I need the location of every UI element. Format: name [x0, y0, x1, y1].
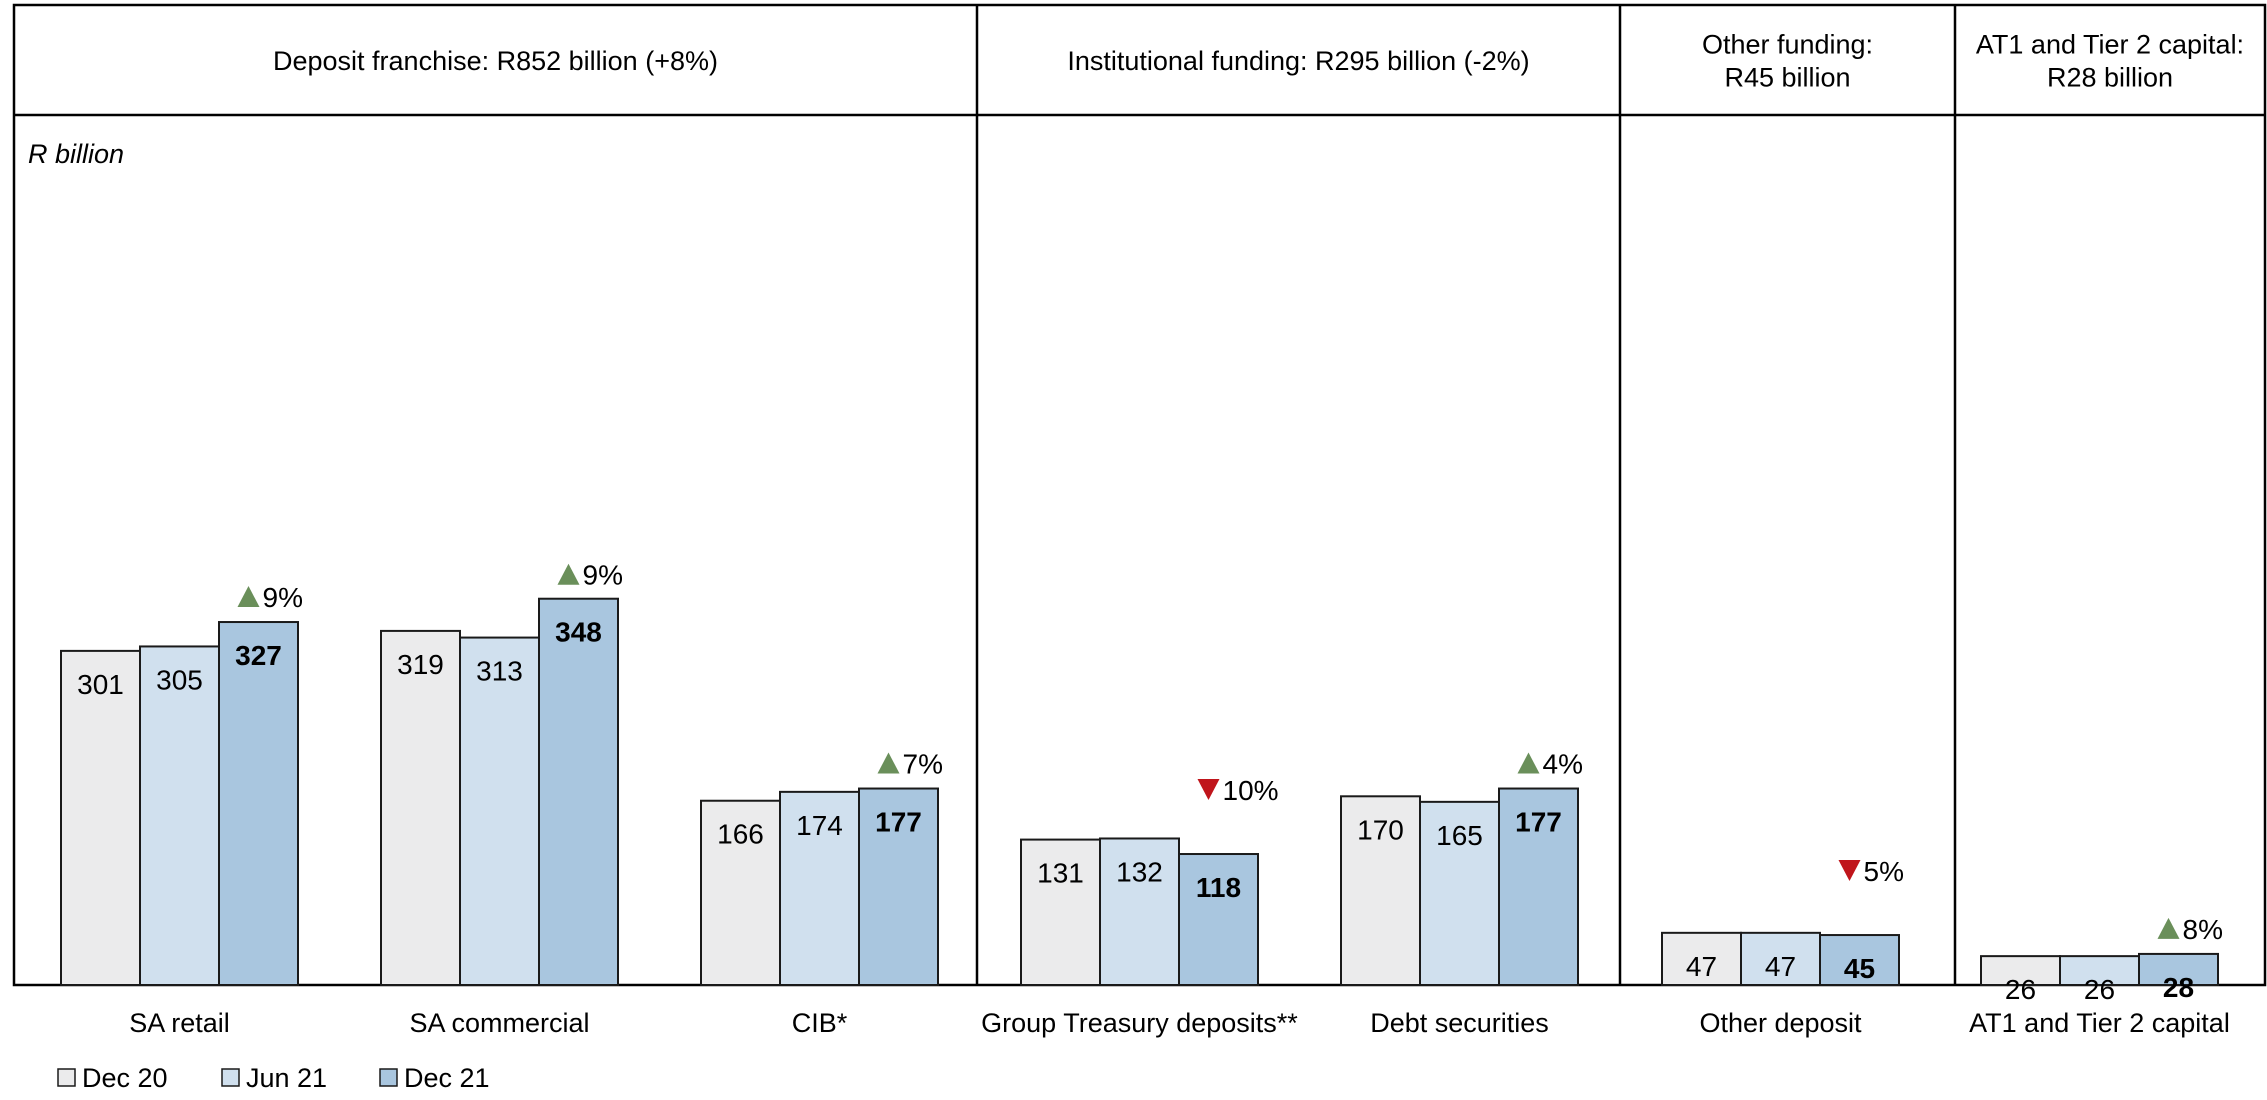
- bar: [218, 621, 299, 987]
- data-label: 47: [1765, 951, 1796, 982]
- change-label: 7%: [903, 749, 943, 780]
- legend-label: Dec 20: [82, 1063, 168, 1093]
- change-label: 9%: [583, 560, 623, 591]
- section-title: R45 billion: [1724, 63, 1850, 93]
- data-label: 177: [1515, 807, 1562, 838]
- bar: [1178, 853, 1259, 987]
- data-label: 118: [1196, 872, 1241, 903]
- unit-label: R billion: [28, 139, 124, 169]
- change-label: 9%: [263, 582, 303, 613]
- bar: [459, 636, 540, 986]
- data-label: 26: [2005, 974, 2036, 1005]
- down-arrow-icon: [1197, 779, 1220, 801]
- bar: [2059, 955, 2140, 987]
- bar: [1419, 800, 1500, 986]
- data-label: 26: [2084, 974, 2115, 1005]
- legend-swatch: [57, 1068, 76, 1087]
- section-title: Institutional funding: R295 billion (-2%…: [1067, 46, 1529, 76]
- legend-swatch: [379, 1068, 398, 1087]
- data-label: 348: [555, 617, 602, 648]
- legend-label: Dec 21: [404, 1063, 490, 1093]
- bar: [1980, 955, 2061, 987]
- data-label: 313: [476, 656, 523, 687]
- data-label: 319: [397, 649, 444, 680]
- category-label: SA commercial: [409, 1008, 589, 1038]
- legend-swatch: [221, 1068, 240, 1087]
- up-arrow-icon: [2157, 917, 2180, 939]
- up-arrow-icon: [237, 586, 260, 608]
- bar: [700, 799, 781, 986]
- data-label: 305: [156, 664, 203, 695]
- data-label: 132: [1116, 856, 1163, 887]
- data-label: 170: [1357, 814, 1404, 845]
- category-label: CIB*: [792, 1008, 848, 1038]
- data-label: 166: [717, 819, 764, 850]
- data-label: 174: [796, 810, 843, 841]
- data-label: 131: [1037, 858, 1084, 889]
- category-label: Group Treasury deposits**: [981, 1008, 1298, 1038]
- change-label: 5%: [1864, 856, 1904, 887]
- bar: [538, 597, 619, 986]
- data-label: 28: [2163, 972, 2194, 1003]
- change-label: 4%: [1543, 749, 1583, 780]
- bar: [858, 787, 939, 987]
- section-title: Other funding:: [1702, 30, 1873, 60]
- bar: [1099, 837, 1180, 986]
- up-arrow-icon: [557, 563, 580, 585]
- change-label: 8%: [2183, 914, 2223, 945]
- section-title: Deposit franchise: R852 billion (+8%): [273, 46, 718, 76]
- bar: [1819, 934, 1900, 986]
- section-title: R28 billion: [2047, 63, 2173, 93]
- category-label: SA retail: [129, 1008, 230, 1038]
- bar: [779, 790, 860, 986]
- data-label: 301: [77, 669, 124, 700]
- category-label: Other deposit: [1699, 1008, 1862, 1038]
- data-label: 45: [1844, 953, 1875, 984]
- up-arrow-icon: [1517, 752, 1540, 774]
- category-label: AT1 and Tier 2 capital: [1969, 1008, 2230, 1038]
- legend-label: Jun 21: [246, 1063, 327, 1093]
- section-title: AT1 and Tier 2 capital:: [1976, 30, 2244, 60]
- data-label: 177: [875, 807, 922, 838]
- bar: [1498, 787, 1579, 987]
- data-label: 47: [1686, 951, 1717, 982]
- category-label: Debt securities: [1370, 1008, 1549, 1038]
- up-arrow-icon: [877, 752, 900, 774]
- change-label: 10%: [1223, 775, 1279, 806]
- data-label: 165: [1436, 820, 1483, 851]
- bar: [60, 649, 141, 986]
- bar: [380, 629, 461, 986]
- bar: [1661, 931, 1742, 987]
- bar: [139, 645, 220, 986]
- data-label: 327: [235, 640, 282, 671]
- bar: [2138, 952, 2219, 986]
- down-arrow-icon: [1838, 860, 1861, 882]
